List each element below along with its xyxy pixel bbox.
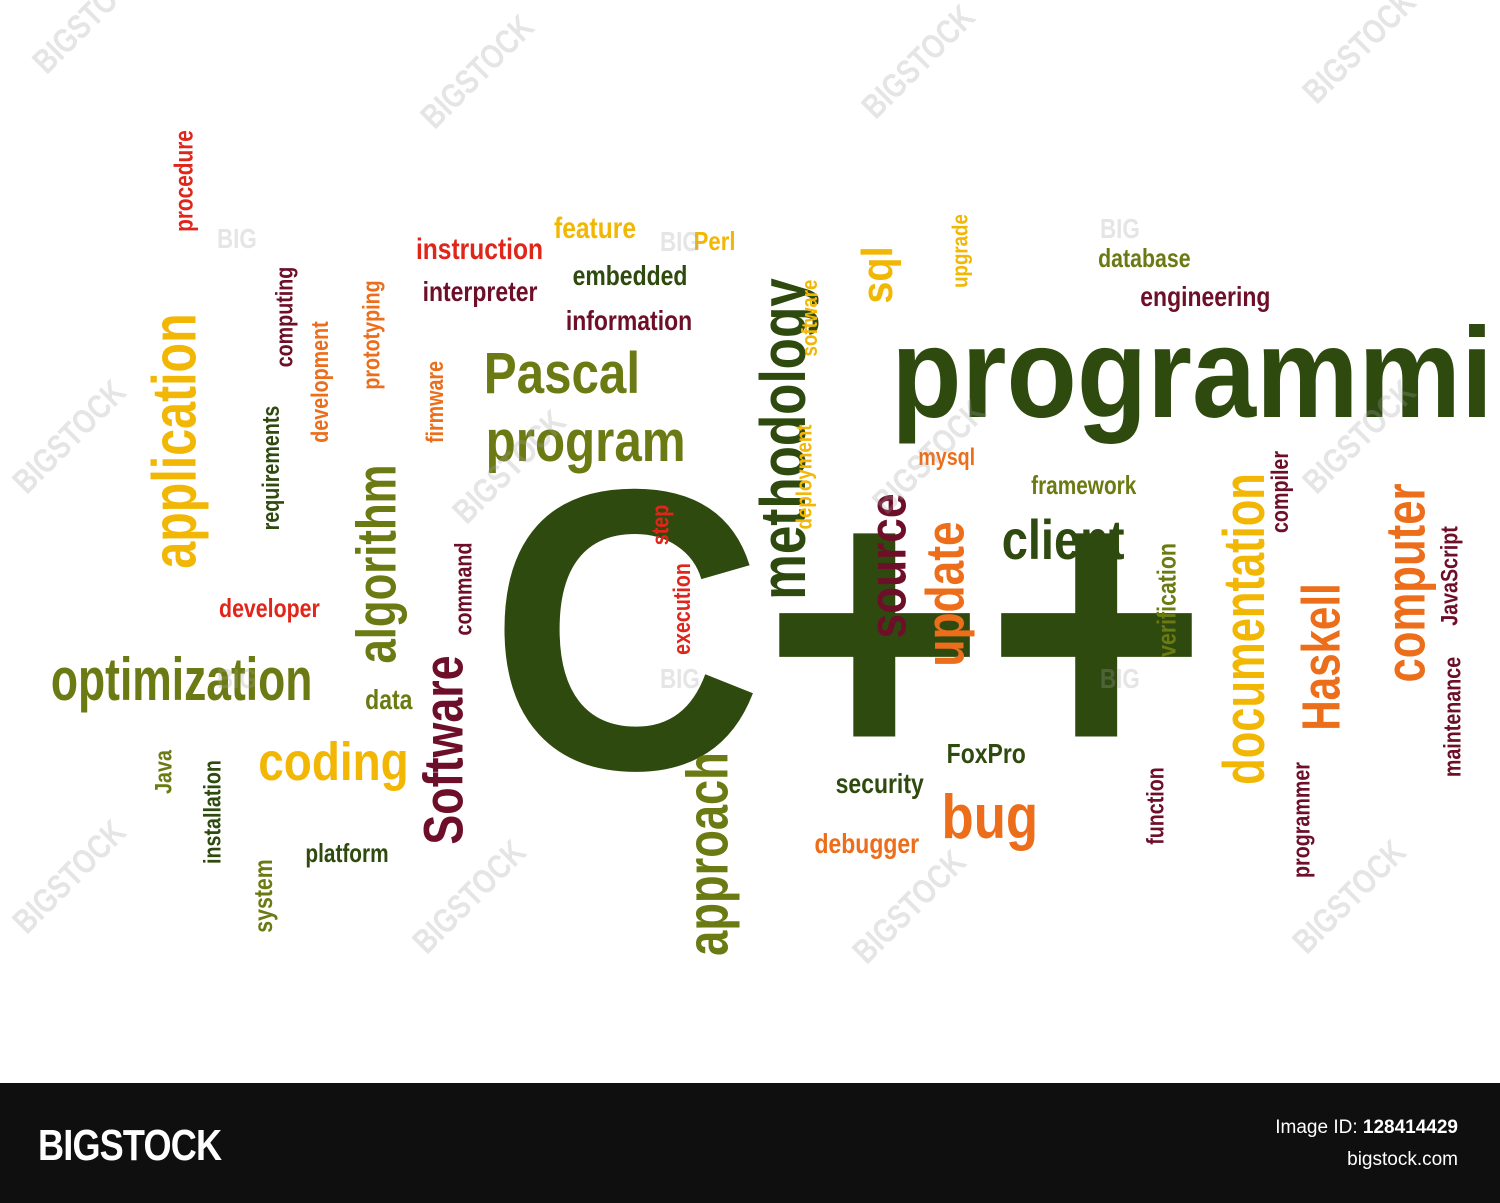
brand-logo: BIGSTOCK: [38, 1121, 222, 1170]
word-cpp: C++: [488, 406, 1208, 853]
word-firmware: firmware: [422, 360, 450, 444]
word-client: client: [1001, 508, 1125, 571]
word-deployment: deployment: [791, 424, 817, 530]
word-information: information: [565, 305, 693, 336]
watermark: BIG: [659, 226, 700, 257]
word-computing: computing: [271, 266, 299, 368]
word-platform: platform: [305, 838, 389, 868]
word-engineering: engineering: [1140, 281, 1271, 312]
word-bug: bug: [941, 783, 1039, 852]
watermark: BIGSTOCK: [5, 372, 134, 502]
site-url: bigstock.com: [1347, 1149, 1458, 1170]
word-cloud: C++programmingPascalprogrammethodologyap…: [5, 0, 1500, 972]
word-update: update: [915, 521, 976, 667]
word-program: program: [485, 409, 686, 474]
watermark: BIG: [1099, 663, 1140, 694]
watermark: BIGSTOCK: [854, 0, 983, 127]
word-application: application: [140, 313, 210, 569]
image-id: Image ID: 128414429: [1275, 1117, 1458, 1139]
word-function: function: [1142, 767, 1170, 845]
watermark: BIG: [659, 663, 700, 694]
word-development: development: [307, 321, 335, 443]
word-programmer: programmer: [1288, 762, 1316, 878]
word-step: step: [647, 504, 675, 546]
word-mysql: mysql: [918, 444, 976, 471]
word-optimization: optimization: [50, 646, 313, 713]
word-framework: framework: [1031, 470, 1137, 500]
word-system: system: [247, 859, 278, 933]
word-documentation: documentation: [1211, 473, 1277, 785]
image-id-label: Image ID:: [1275, 1117, 1358, 1138]
word-verification: verification: [1151, 543, 1182, 657]
word-software: Software: [411, 655, 475, 845]
word-maintenance: maintenance: [1439, 656, 1467, 778]
image-id-value: 128414429: [1362, 1117, 1458, 1138]
word-programming: programming: [891, 302, 1500, 445]
word-security: security: [835, 768, 924, 799]
word-debugger: debugger: [814, 828, 920, 859]
word-execution: execution: [669, 563, 697, 655]
watermark: BIGSTOCK: [405, 832, 534, 962]
watermark: BIGSTOCK: [25, 0, 154, 82]
word-javascript: JavaScript: [1436, 526, 1464, 626]
word-prototyping: prototyping: [358, 280, 386, 390]
word-database: database: [1098, 243, 1191, 273]
word-java: Java: [150, 750, 178, 794]
word-instruction: instruction: [415, 233, 544, 266]
word-procedure: procedure: [168, 130, 199, 232]
watermark: BIGSTOCK: [413, 7, 542, 137]
word-installation: installation: [199, 760, 227, 864]
word-embedded: embedded: [572, 260, 688, 291]
word-coding: coding: [258, 732, 409, 792]
footer-bar: BIGSTOCK Image ID: 128414429 bigstock.co…: [0, 1083, 1500, 1203]
word-compiler: compiler: [1267, 450, 1295, 534]
watermark: BIGSTOCK: [5, 812, 134, 942]
word-software: software: [797, 279, 823, 357]
watermark: BIG: [1099, 213, 1140, 244]
word-feature: feature: [554, 212, 637, 245]
word-data: data: [365, 684, 413, 715]
word-algorithm: algorithm: [344, 464, 408, 664]
watermark: BIG: [216, 663, 257, 694]
word-command: command: [450, 542, 478, 636]
word-foxpro: FoxPro: [946, 738, 1026, 769]
word-developer: developer: [219, 593, 320, 623]
word-requirements: requirements: [258, 405, 286, 531]
word-computer: computer: [1373, 483, 1437, 683]
word-haskell: Haskell: [1291, 583, 1352, 731]
word-pascal: Pascal: [483, 341, 641, 406]
word-perl: Perl: [693, 226, 736, 256]
word-sql: sql: [852, 246, 902, 304]
word-approach: approach: [675, 752, 741, 956]
word-upgrade: upgrade: [947, 214, 973, 288]
watermark: BIG: [216, 223, 257, 254]
word-interpreter: interpreter: [422, 276, 538, 307]
watermark: BIGSTOCK: [1295, 0, 1424, 112]
watermark: BIGSTOCK: [845, 842, 974, 972]
